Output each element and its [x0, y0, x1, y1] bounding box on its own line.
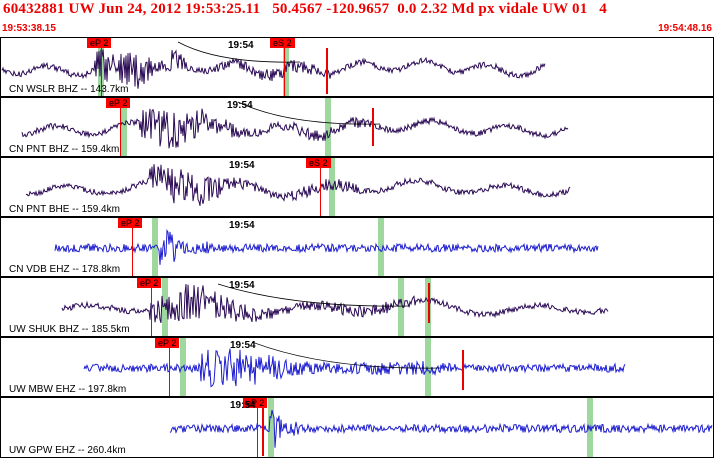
phase-window-band: [398, 278, 404, 336]
waveform-trace: [61, 283, 609, 324]
phase-window-band: [425, 338, 431, 396]
seismogram-panel[interactable]: eP 2 19:54 CN VDB EHZ -- 178.8km: [0, 217, 714, 277]
pick-line: [101, 48, 102, 96]
waveform-trace: [83, 341, 626, 388]
time-tick-label: 19:54: [230, 340, 256, 351]
waveform-trace: [1, 41, 546, 89]
event-header-title: 60432881 UW Jun 24, 2012 19:53:25.11 50.…: [3, 1, 607, 17]
pick-line: [257, 408, 258, 457]
pick-line: [151, 288, 152, 336]
waveform-line: [54, 229, 599, 265]
coda-decay-curve: [237, 101, 381, 125]
phase-pick-flag[interactable]: eP 2: [87, 38, 112, 48]
phase-pick-flag[interactable]: eP 2: [137, 278, 162, 288]
waveform-trace: [54, 229, 599, 265]
channel-label: UW SHUK BHZ -- 185.5km: [9, 324, 130, 335]
amplitude-marker: [372, 108, 374, 146]
pick-line: [132, 228, 133, 276]
channel-label: CN WSLR BHZ -- 143.7km: [9, 84, 129, 95]
time-tick-label: 19:54: [227, 100, 253, 111]
time-tick-label: 19:54: [230, 400, 256, 411]
amplitude-marker: [326, 48, 328, 94]
waveform-line: [1, 49, 546, 89]
waveform-line: [61, 284, 609, 324]
window-start-time: 19:53:38.15: [2, 23, 56, 34]
coda-decay-curve: [251, 341, 441, 369]
pick-line: [169, 348, 170, 396]
phase-window-band: [325, 98, 331, 156]
waveform-trace: [25, 164, 571, 206]
channel-label: CN PNT BHZ -- 159.4km: [9, 144, 120, 155]
seismogram-panel[interactable]: eP 2 eS 2 19:54 CN WSLR BHZ -- 143.7km: [0, 37, 714, 97]
phase-pick-flag[interactable]: eP 2: [155, 338, 180, 348]
phase-pick-flag[interactable]: eP 2: [106, 98, 131, 108]
channel-label: CN VDB EHZ -- 178.8km: [9, 264, 121, 275]
amplitude-marker: [262, 406, 264, 456]
coda-decay-curve: [217, 283, 411, 307]
seismogram-panel[interactable]: eS 2 19:54 CN PNT BHE -- 159.4km: [0, 157, 714, 217]
window-end-time: 19:54:48.16: [658, 23, 712, 34]
pick-line: [284, 48, 285, 96]
phase-pick-flag[interactable]: eS 2: [306, 158, 331, 168]
pick-line: [120, 108, 121, 156]
phase-window-band: [121, 98, 127, 156]
phase-window-band: [152, 218, 158, 276]
time-tick-label: 19:54: [229, 160, 255, 171]
phase-window-band: [283, 38, 289, 96]
phase-pick-flag[interactable]: eP 2: [243, 398, 268, 408]
phase-window-band: [378, 218, 384, 276]
pick-line: [320, 168, 321, 216]
waveform-trace: [21, 101, 569, 149]
time-tick-label: 19:54: [229, 280, 255, 291]
channel-label: UW MBW EHZ -- 197.8km: [9, 384, 127, 395]
phase-window-band: [162, 278, 168, 336]
amplitude-marker: [462, 350, 464, 390]
seismogram-panel[interactable]: eP 2 19:54 UW MBW EHZ -- 197.8km: [0, 337, 714, 397]
coda-decay-curve: [177, 41, 301, 63]
seismogram-panel[interactable]: eP 2 19:54 UW GPW EHZ -- 260.4km: [0, 397, 714, 458]
phase-pick-flag[interactable]: eP 2: [118, 218, 143, 228]
phase-window-band: [268, 398, 274, 457]
waveform-line: [169, 409, 713, 448]
time-tick-label: 19:54: [228, 40, 254, 51]
waveform-line: [83, 348, 626, 388]
waveform-trace: [169, 409, 713, 448]
seismogram-panel[interactable]: eP 2 19:54 UW SHUK BHZ -- 185.5km: [0, 277, 714, 337]
waveform-line: [25, 164, 571, 206]
channel-label: CN PNT BHE -- 159.4km: [9, 204, 120, 215]
seismogram-panel[interactable]: eP 2 19:54 CN PNT BHZ -- 159.4km: [0, 97, 714, 157]
amplitude-marker: [428, 283, 430, 323]
channel-label: UW GPW EHZ -- 260.4km: [9, 445, 126, 456]
time-tick-label: 19:54: [229, 220, 255, 231]
waveform-line: [21, 108, 569, 149]
phase-pick-flag[interactable]: eS 2: [270, 38, 295, 48]
